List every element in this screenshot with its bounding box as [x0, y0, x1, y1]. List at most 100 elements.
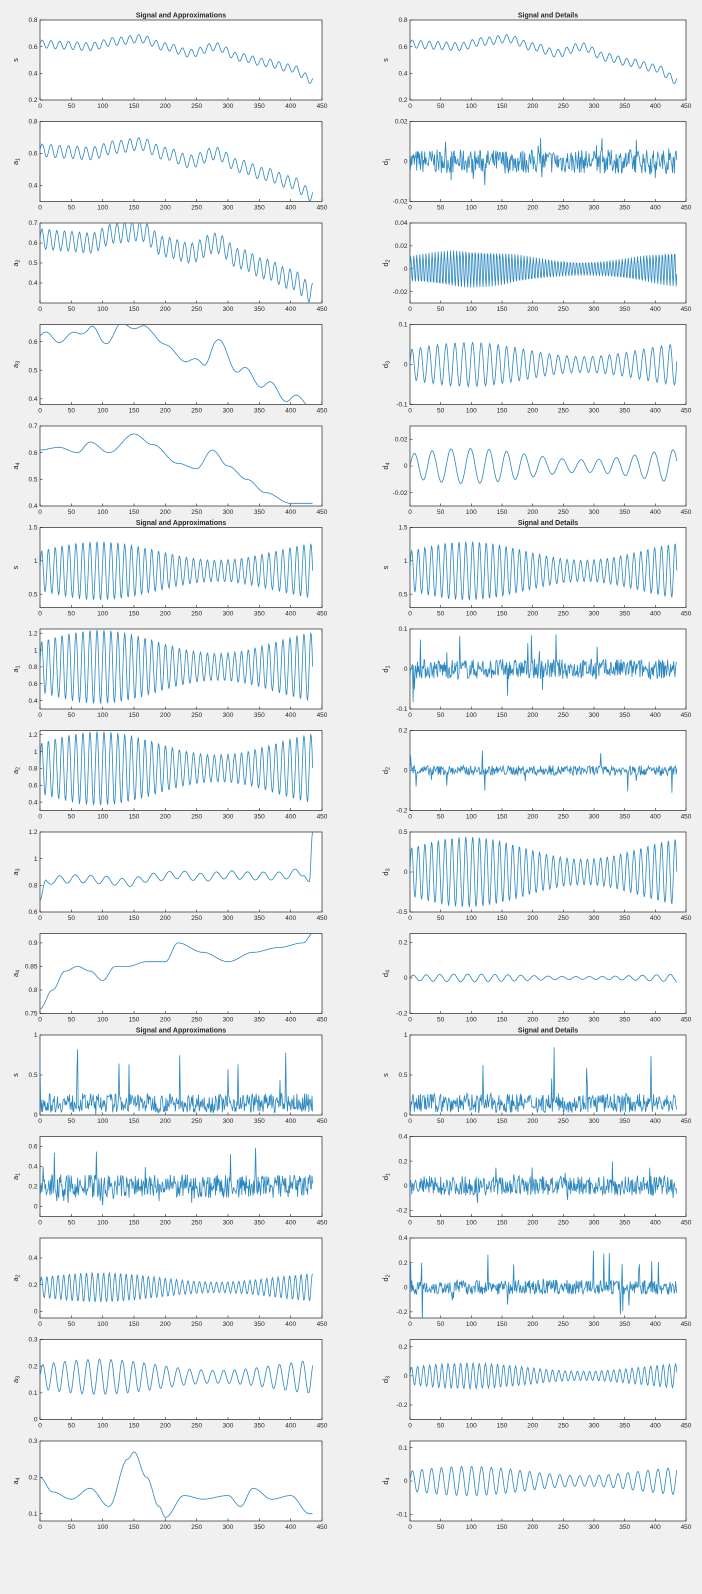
x-tick-label: 400	[650, 1321, 661, 1328]
x-tick-label: 400	[650, 712, 661, 719]
x-tick-label: 450	[681, 1321, 692, 1328]
y-tick-label: -0.2	[396, 1208, 408, 1215]
x-tick-label: 100	[466, 509, 477, 516]
y-tick-label: 0.8	[28, 883, 37, 890]
subplot-left-6: 0 50 100 150 200 250 300 350 400 450 0.5 1 1.5 s Signa…	[11, 520, 328, 618]
x-tick-label: 450	[681, 205, 692, 212]
x-tick-label: 450	[317, 915, 328, 922]
x-tick-label: 300	[589, 814, 600, 821]
y-axis-label: s	[11, 565, 20, 569]
x-tick-label: 100	[97, 1017, 108, 1024]
y-tick-label: 0.4	[28, 1255, 37, 1262]
y-tick-label: 0	[404, 266, 408, 273]
y-tick-label: 0	[404, 159, 408, 166]
y-axis-label: d4	[381, 462, 392, 469]
x-tick-label: 400	[650, 1423, 661, 1430]
x-tick-label: 350	[619, 1321, 630, 1328]
x-tick-label: 100	[97, 509, 108, 516]
y-axis-label: s	[381, 565, 390, 569]
y-tick-label: -0.1	[396, 402, 408, 409]
x-tick-label: 200	[160, 1220, 171, 1227]
x-tick-label: 250	[191, 814, 202, 821]
y-tick-label: 0.4	[28, 396, 37, 403]
y-axis-label: d1	[381, 665, 392, 672]
x-tick-label: 150	[129, 1118, 140, 1125]
x-tick-label: 250	[558, 408, 569, 415]
x-tick-label: 450	[317, 1524, 328, 1531]
y-tick-label: 0	[404, 975, 408, 982]
y-tick-label: 0.2	[398, 1260, 407, 1267]
x-tick-label: 300	[589, 1220, 600, 1227]
x-tick-label: 0	[38, 103, 42, 110]
x-tick-label: 300	[223, 814, 234, 821]
subplot-right-1: 0 50 100 150 200 250 300 350 400 450 0.2 0.4 0.6 0.8 s…	[381, 13, 692, 111]
y-tick-label: 0.75	[25, 1011, 38, 1018]
y-axis-label: a2	[11, 767, 22, 774]
subplot-right-14: 0 50 100 150 200 250 300 350 400 450 -0.2 0 0.2 d3	[381, 1339, 692, 1430]
y-tick-label: 0.1	[398, 1445, 407, 1452]
x-tick-label: 300	[223, 408, 234, 415]
x-tick-label: 50	[68, 1118, 76, 1125]
x-tick-label: 200	[527, 1118, 538, 1125]
y-axis-label: a2	[11, 1274, 22, 1281]
x-tick-label: 200	[527, 1017, 538, 1024]
x-tick-label: 300	[589, 509, 600, 516]
subplot-title: Signal and Approximations	[136, 520, 226, 527]
x-tick-label: 350	[619, 1423, 630, 1430]
axes-box	[39, 1237, 323, 1319]
y-tick-label: -0.1	[396, 706, 408, 713]
y-tick-label: -0.02	[393, 289, 408, 296]
x-tick-label: 350	[619, 509, 630, 516]
y-axis-label: d4	[381, 970, 392, 977]
y-tick-label: 0	[404, 768, 408, 775]
y-tick-label: 0.8	[28, 987, 37, 994]
x-tick-label: 400	[650, 814, 661, 821]
x-tick-label: 100	[466, 408, 477, 415]
x-tick-label: 250	[191, 103, 202, 110]
x-tick-label: 150	[129, 611, 140, 618]
y-tick-label: 0.2	[28, 1363, 37, 1370]
series-line-d4	[410, 448, 678, 484]
x-tick-label: 350	[619, 1017, 630, 1024]
axes-box	[39, 1034, 323, 1116]
series-line-d4	[410, 973, 677, 983]
x-tick-label: 450	[317, 1118, 328, 1125]
y-tick-label: 0.2	[28, 1184, 37, 1191]
y-tick-label: 0.2	[28, 1282, 37, 1289]
x-tick-label: 50	[437, 306, 445, 313]
y-tick-label: 0.6	[28, 450, 37, 457]
x-tick-label: 350	[619, 814, 630, 821]
y-axis-label: a3	[11, 868, 22, 875]
y-axis-label: s	[11, 1073, 20, 1077]
x-tick-label: 0	[408, 1321, 412, 1328]
x-tick-label: 250	[558, 611, 569, 618]
x-tick-label: 200	[160, 814, 171, 821]
x-tick-label: 400	[285, 915, 296, 922]
y-tick-label: 1.2	[28, 829, 37, 836]
series-line-d1	[410, 634, 678, 703]
x-tick-label: 250	[558, 1220, 569, 1227]
x-tick-label: 300	[223, 1423, 234, 1430]
x-tick-label: 250	[558, 915, 569, 922]
x-tick-label: 400	[285, 814, 296, 821]
subplot-left-9: 0 50 100 150 200 250 300 350 400 450 0.6 0.8 1 1.2 a3	[11, 829, 328, 922]
x-tick-label: 400	[650, 103, 661, 110]
x-tick-label: 150	[129, 1017, 140, 1024]
y-tick-label: 0	[404, 666, 408, 673]
axes-box	[409, 1237, 687, 1319]
y-tick-label: 0.3	[28, 1438, 37, 1445]
y-tick-label: 0.1	[28, 1511, 37, 1518]
axes-box	[39, 19, 323, 101]
x-tick-label: 400	[650, 611, 661, 618]
y-tick-label: 0.5	[28, 1072, 37, 1079]
x-tick-label: 50	[437, 1524, 445, 1531]
x-tick-label: 300	[589, 915, 600, 922]
y-axis-label: a1	[11, 158, 22, 165]
x-tick-label: 0	[38, 611, 42, 618]
x-tick-label: 400	[285, 712, 296, 719]
x-tick-label: 50	[68, 1220, 76, 1227]
x-tick-label: 200	[527, 1321, 538, 1328]
x-tick-label: 300	[223, 205, 234, 212]
y-tick-label: 0	[404, 1112, 408, 1119]
axes-box	[39, 1136, 323, 1217]
